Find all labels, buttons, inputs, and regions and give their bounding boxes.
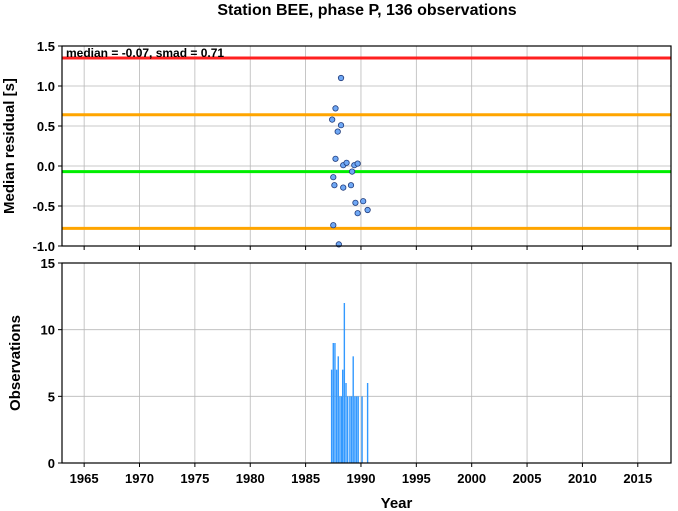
x-tick-label: 2005	[513, 471, 542, 486]
observation-bar	[366, 383, 369, 463]
observation-bar	[349, 396, 351, 463]
x-tick-label: 2015	[623, 471, 652, 486]
observation-bar	[345, 383, 347, 463]
data-point	[329, 116, 336, 123]
data-point	[331, 182, 338, 189]
x-tick-label: 1990	[347, 471, 376, 486]
data-point	[330, 222, 337, 229]
stats-annotation: median = -0.07, smad = 0.71	[66, 46, 224, 60]
observations-panel: 1965 1970 1975 1980 1985 1990 1995 2000 2005 2010…	[7, 256, 672, 511]
observation-bar	[355, 396, 358, 463]
observation-bar	[357, 396, 359, 463]
y-tick-label: -0.5	[33, 199, 55, 214]
data-point	[349, 168, 356, 175]
chart-title: Station BEE, phase P, 136 observations	[217, 2, 516, 19]
data-point	[343, 159, 350, 166]
y-tick-label: 0	[48, 456, 55, 471]
x-tick-label: 1980	[236, 471, 265, 486]
plot-frame	[61, 45, 672, 247]
data-point	[332, 155, 339, 162]
data-point	[360, 198, 367, 205]
data-point	[332, 105, 339, 112]
x-tick-label: 2000	[457, 471, 486, 486]
observation-bar	[343, 303, 346, 463]
y-tick-label: 5	[48, 389, 55, 404]
observation-bar	[335, 369, 338, 463]
y-axis-label: Observations	[7, 315, 24, 411]
observation-bar	[352, 356, 354, 463]
observation-bar	[361, 396, 363, 463]
observation-bar	[334, 343, 336, 463]
x-tick-label: 1995	[402, 471, 431, 486]
data-point	[347, 182, 355, 189]
x-tick-label: 1965	[70, 471, 99, 486]
observation-bar	[339, 396, 341, 463]
observation-bar	[341, 369, 344, 463]
data-point	[340, 184, 347, 191]
y-tick-label: 1.0	[37, 79, 55, 94]
observation-bar	[354, 396, 356, 463]
y-tick-label: -1.0	[33, 239, 55, 254]
data-point	[334, 128, 341, 135]
data-point	[354, 160, 361, 167]
data-point	[352, 199, 359, 206]
data-point	[354, 210, 361, 217]
x-tick-label: 1985	[291, 471, 320, 486]
observation-bar	[340, 396, 343, 463]
data-point	[337, 122, 345, 129]
data-point	[364, 206, 371, 214]
observation-bar	[332, 343, 334, 463]
observation-bar	[350, 396, 353, 463]
x-axis-label: Year	[381, 495, 413, 511]
x-tick-label: 1975	[180, 471, 209, 486]
y-tick-label: 0.0	[37, 159, 55, 174]
residual-panel: 1.5 1.0 0.5 0.0 -0.5 -1.0 median = -0.07, smad…	[1, 39, 672, 254]
data-point	[330, 174, 337, 181]
data-point	[337, 74, 345, 82]
y-tick-label: 10	[41, 323, 55, 338]
plot-frame	[61, 262, 672, 464]
y-tick-label: 1.5	[37, 39, 55, 54]
observation-bar	[337, 356, 339, 463]
x-tick-label: 2010	[568, 471, 597, 486]
y-axis-label: Median residual [s]	[1, 78, 18, 214]
observation-bar	[346, 396, 349, 463]
y-tick-label: 0.5	[37, 119, 55, 134]
y-tick-label: 15	[41, 256, 55, 271]
x-tick-label: 1970	[125, 471, 154, 486]
observation-bar	[330, 369, 333, 463]
